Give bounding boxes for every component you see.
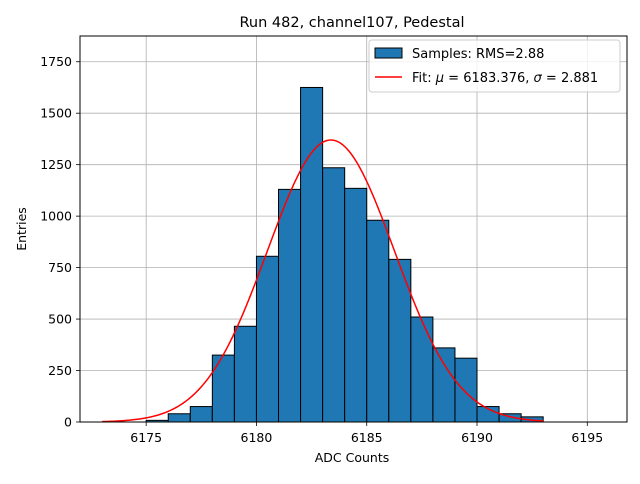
histogram-bar bbox=[300, 86, 324, 423]
legend-fit-sigma-value: 2.881 bbox=[561, 71, 598, 86]
y-tick-label: 1750 bbox=[40, 54, 72, 69]
plot-frame bbox=[79, 35, 628, 423]
legend-label-fit: Fit: μ = 6183.376, σ = 2.881 bbox=[412, 71, 598, 86]
legend-box bbox=[368, 39, 621, 93]
legend: Samples: RMS=2.88 Fit: μ = 6183.376, σ =… bbox=[368, 39, 621, 93]
x-tick-label: 6195 bbox=[571, 430, 603, 445]
histogram-bar bbox=[255, 255, 280, 423]
y-tick-label: 1000 bbox=[40, 209, 72, 224]
y-tick-label: 1500 bbox=[40, 106, 72, 121]
legend-label-samples: Samples: RMS=2.88 bbox=[412, 47, 544, 62]
histogram-bar bbox=[410, 316, 434, 423]
y-tick-label: 500 bbox=[48, 312, 72, 327]
y-tick-label: 0 bbox=[64, 415, 72, 430]
histogram-bar bbox=[211, 354, 235, 423]
y-tick-label: 750 bbox=[48, 260, 72, 275]
legend-swatch-samples bbox=[374, 47, 403, 59]
y-axis-ticks: 0 250 500 750 1000 1250 1500 1750 bbox=[40, 54, 80, 430]
legend-fit-sep: , bbox=[525, 71, 533, 86]
x-tick-label: 6185 bbox=[351, 430, 383, 445]
legend-fit-mu-symbol: μ bbox=[435, 71, 444, 86]
histogram-bar bbox=[233, 325, 257, 423]
legend-fit-prefix: Fit: bbox=[412, 71, 436, 86]
x-tick-label: 6190 bbox=[461, 430, 493, 445]
histogram-bar bbox=[322, 167, 346, 423]
histogram-bars bbox=[145, 86, 544, 423]
histogram-bar bbox=[344, 187, 368, 423]
x-axis-ticks: 6175 6180 6185 6190 6195 bbox=[130, 422, 603, 445]
y-axis-label: Entries bbox=[14, 207, 29, 251]
legend-fit-mu-eq: = bbox=[444, 71, 463, 86]
histogram-bar bbox=[167, 413, 191, 423]
fit-curve bbox=[102, 139, 544, 423]
histogram-bar bbox=[278, 188, 302, 423]
histogram-bar bbox=[454, 357, 478, 423]
x-tick-label: 6175 bbox=[130, 430, 162, 445]
legend-fit-mu-value: 6183.376 bbox=[463, 71, 525, 86]
chart-title: Run 482, channel107, Pedestal bbox=[239, 15, 464, 31]
histogram-bar bbox=[366, 219, 390, 423]
y-tick-label: 1250 bbox=[40, 157, 72, 172]
y-tick-label: 250 bbox=[48, 363, 72, 378]
fit-curve-group bbox=[102, 139, 544, 423]
legend-fit-sigma-eq: = bbox=[542, 71, 561, 86]
histogram-bar bbox=[189, 406, 213, 423]
x-axis-label: ADC Counts bbox=[315, 450, 390, 465]
histogram-bar bbox=[432, 347, 456, 423]
x-tick-label: 6180 bbox=[241, 430, 273, 445]
legend-fit-sigma-symbol: σ bbox=[534, 71, 543, 86]
